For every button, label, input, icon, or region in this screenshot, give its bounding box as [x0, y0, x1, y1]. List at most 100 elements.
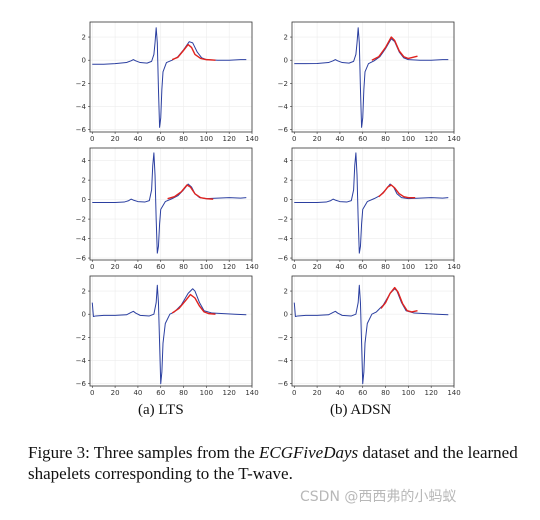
ecg-series-line: [92, 27, 247, 128]
plot-frame: [291, 275, 455, 387]
x-tick-label: 60: [156, 135, 165, 143]
x-tick-label: 80: [381, 135, 390, 143]
ecg-series-line: [294, 27, 449, 128]
y-tick-label: 0: [82, 311, 86, 319]
x-tick-label: 40: [133, 135, 142, 143]
x-tick-label: 140: [245, 135, 258, 143]
y-tick-label: 2: [284, 177, 288, 185]
y-tick-label: −4: [278, 235, 289, 243]
y-tick-label: −2: [278, 80, 288, 88]
y-tick-label: 2: [284, 34, 288, 42]
x-tick-label: 20: [111, 135, 120, 143]
x-tick-label: 80: [381, 389, 390, 397]
x-tick-label: 60: [358, 135, 367, 143]
x-tick-label: 100: [200, 135, 213, 143]
x-tick-label: 100: [402, 135, 415, 143]
shapelet-line: [171, 293, 216, 315]
y-tick-label: 4: [82, 157, 87, 165]
figure-caption: Figure 3: Three samples from the ECGFive…: [28, 442, 528, 484]
x-tick-label: 0: [90, 135, 94, 143]
y-tick-label: 0: [82, 196, 86, 204]
x-tick-label: 20: [111, 389, 120, 397]
ecg-series-line: [294, 152, 449, 254]
column-label-adsn: (b) ADSN: [330, 402, 392, 418]
x-tick-label: 60: [358, 389, 367, 397]
shapelet-line: [380, 286, 418, 313]
x-tick-label: 120: [222, 263, 235, 271]
x-tick-label: 100: [402, 389, 415, 397]
y-tick-label: −2: [76, 80, 86, 88]
y-tick-label: 0: [284, 196, 288, 204]
x-tick-label: 140: [245, 389, 258, 397]
x-tick-label: 0: [90, 263, 94, 271]
x-tick-label: 60: [358, 263, 367, 271]
shapelet-line: [378, 184, 416, 199]
shapelet-line: [167, 184, 214, 200]
x-tick-label: 80: [179, 389, 188, 397]
y-tick-label: 0: [284, 311, 288, 319]
plot-frame: [89, 275, 253, 387]
plot-frame: [89, 147, 253, 261]
y-tick-label: −4: [76, 103, 87, 111]
shapelet-line: [171, 43, 216, 61]
x-tick-label: 140: [447, 135, 460, 143]
x-tick-label: 20: [313, 389, 322, 397]
caption-prefix: Figure 3: Three samples from the: [28, 443, 260, 462]
y-tick-label: 2: [284, 288, 288, 296]
y-tick-label: −6: [278, 126, 289, 134]
plot-frame: [89, 21, 253, 133]
y-tick-label: 0: [82, 57, 86, 65]
x-tick-label: 20: [111, 263, 120, 271]
x-tick-label: 0: [90, 389, 94, 397]
caption-dataset-name: ECGFiveDays: [259, 443, 359, 462]
y-tick-label: −6: [76, 380, 87, 388]
x-tick-label: 80: [381, 263, 390, 271]
y-tick-label: −6: [76, 126, 87, 134]
x-tick-label: 40: [133, 389, 142, 397]
y-tick-label: −6: [278, 380, 289, 388]
x-tick-label: 60: [156, 263, 165, 271]
x-tick-label: 120: [222, 135, 235, 143]
y-tick-label: −4: [76, 357, 87, 365]
x-tick-label: 40: [335, 135, 344, 143]
x-tick-label: 80: [179, 263, 188, 271]
x-tick-label: 40: [335, 263, 344, 271]
y-tick-label: 2: [82, 177, 86, 185]
y-tick-label: −2: [278, 216, 288, 224]
x-tick-label: 100: [200, 389, 213, 397]
x-tick-label: 20: [313, 263, 322, 271]
x-tick-label: 140: [447, 263, 460, 271]
y-tick-label: −4: [278, 103, 289, 111]
x-tick-label: 100: [200, 263, 213, 271]
y-tick-label: −2: [76, 334, 86, 342]
x-tick-label: 20: [313, 135, 322, 143]
y-tick-label: 4: [284, 157, 289, 165]
y-tick-label: −4: [76, 235, 87, 243]
column-label-lts: (a) LTS: [138, 402, 184, 418]
x-tick-label: 40: [133, 263, 142, 271]
ecg-series-line: [91, 284, 247, 385]
x-tick-label: 0: [292, 263, 296, 271]
y-tick-label: −4: [278, 357, 289, 365]
x-tick-label: 120: [424, 263, 437, 271]
x-tick-label: 0: [292, 389, 296, 397]
csdn-watermark: CSDN @西西弗的小蚂蚁: [300, 489, 457, 505]
y-tick-label: 2: [82, 34, 86, 42]
plot-frame: [291, 21, 455, 133]
y-tick-label: 2: [82, 288, 86, 296]
y-tick-label: −6: [76, 255, 87, 263]
x-tick-label: 140: [245, 263, 258, 271]
y-tick-label: −6: [278, 255, 289, 263]
shapelet-line: [371, 36, 418, 61]
x-tick-label: 120: [424, 389, 437, 397]
y-tick-label: −2: [278, 334, 288, 342]
x-tick-label: 0: [292, 135, 296, 143]
y-tick-label: 0: [284, 57, 288, 65]
